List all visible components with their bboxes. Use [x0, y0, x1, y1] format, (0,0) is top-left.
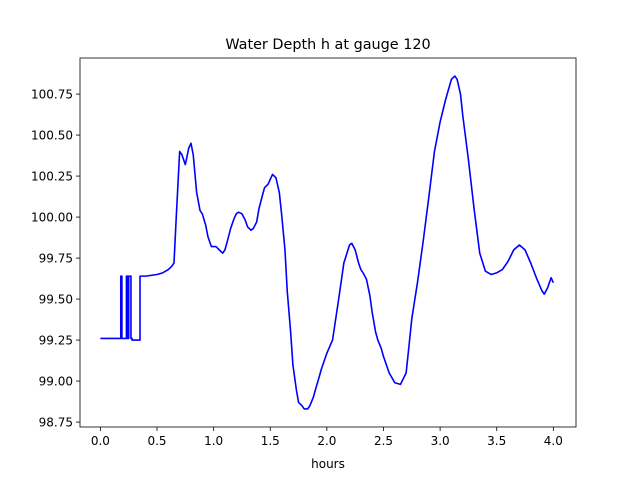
series-line-0 — [100, 75, 555, 410]
y-tick-label: 99.50 — [39, 292, 73, 306]
x-tick-label: 3.0 — [431, 434, 450, 448]
x-tick-label: 2.0 — [317, 434, 336, 448]
y-tick-label: 99.25 — [39, 333, 73, 347]
x-tick-label: 3.5 — [487, 434, 506, 448]
x-axis-label: hours — [311, 457, 345, 471]
y-axis-ticks: 98.75 99.00 99.25 99.50 99.75 100.00 100.25 100… — [31, 87, 80, 429]
plot-area — [80, 58, 576, 427]
x-tick-label: 2.5 — [374, 434, 393, 448]
x-tick-label: 4.0 — [544, 434, 563, 448]
x-tick-label: 0.5 — [147, 434, 166, 448]
chart-title: Water Depth h at gauge 120 — [225, 37, 430, 53]
y-tick-label: 99.75 — [39, 251, 73, 265]
y-tick-label: 100.75 — [31, 87, 73, 101]
y-tick-label: 100.50 — [31, 128, 73, 142]
y-tick-label: 98.75 — [39, 415, 73, 429]
y-tick-label: 100.00 — [31, 210, 73, 224]
plot-frame — [79, 57, 577, 428]
series-layer — [100, 75, 555, 410]
y-tick-label: 99.00 — [39, 374, 73, 388]
x-tick-label: 0.0 — [91, 434, 110, 448]
x-tick-label: 1.5 — [261, 434, 280, 448]
x-axis-ticks: 0.0 0.5 1.0 1.5 2.0 2.5 3.0 3.5 4.0 — [91, 427, 563, 448]
y-tick-label: 100.25 — [31, 169, 73, 183]
x-tick-label: 1.0 — [204, 434, 223, 448]
